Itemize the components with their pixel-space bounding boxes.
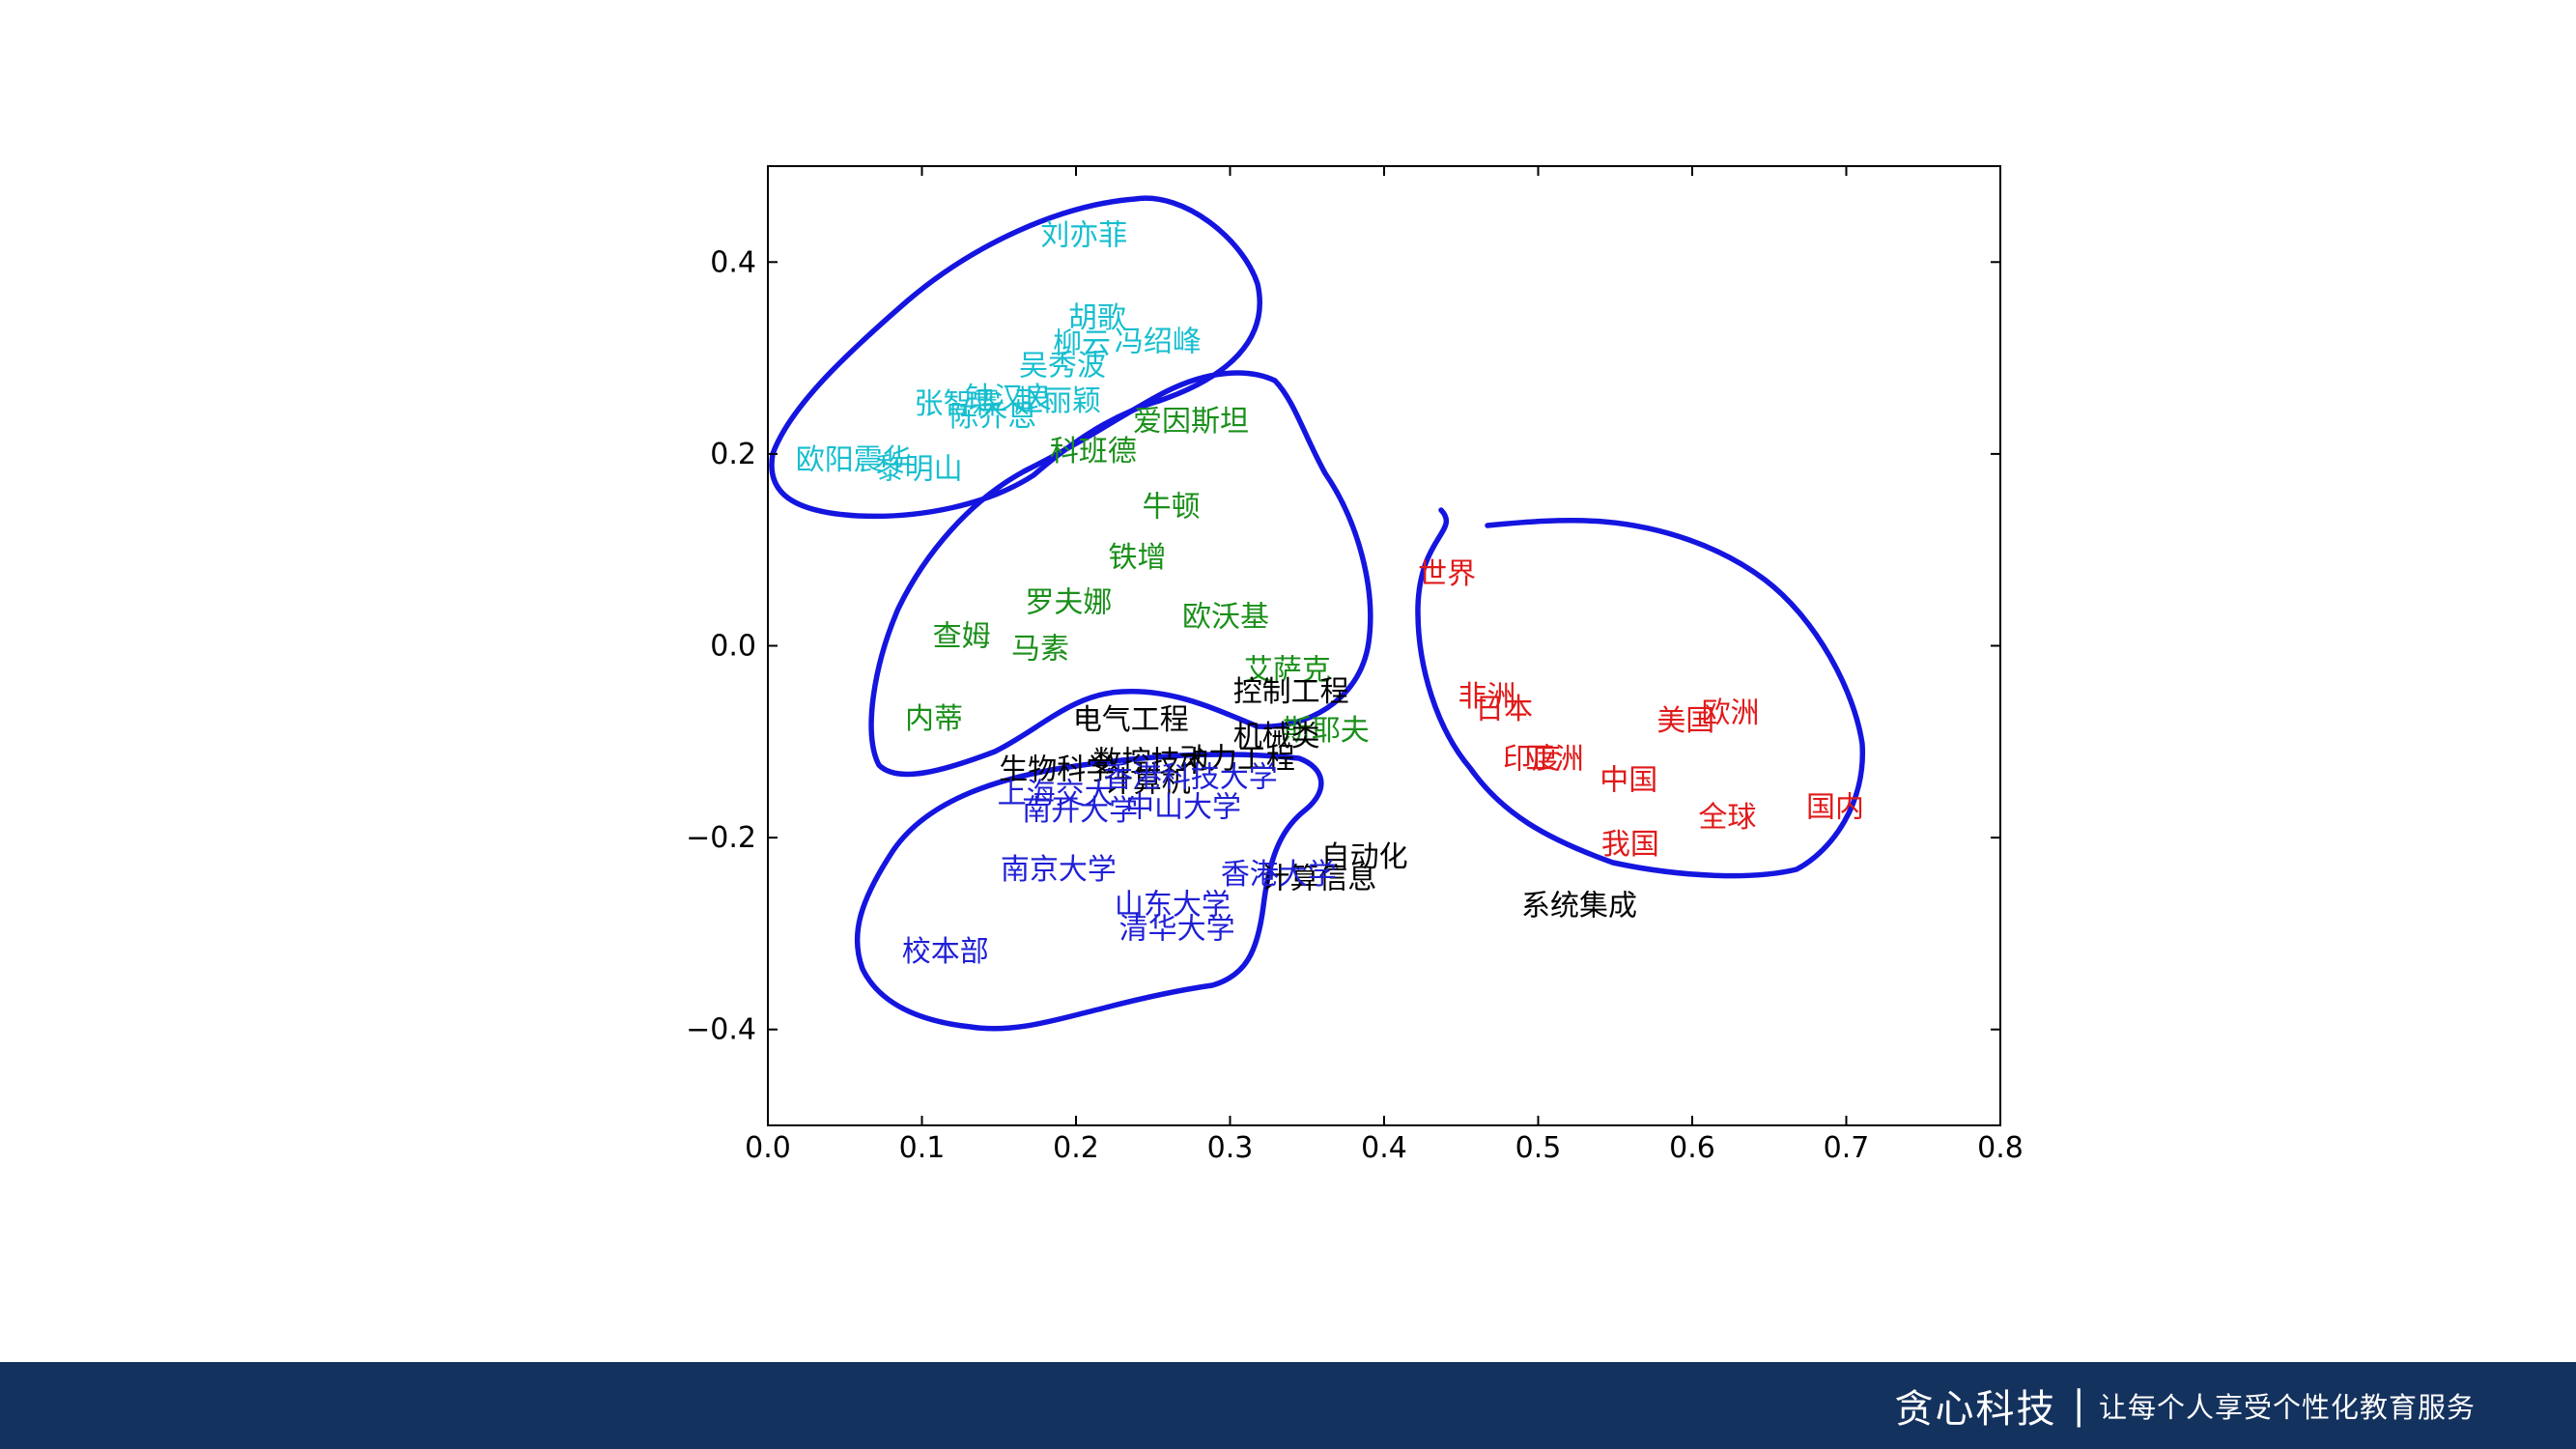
y-tick-label: 0.2: [710, 438, 756, 471]
footer-brand: 贪心科技 | 让每个人享受个性化教育服务: [1895, 1362, 2477, 1449]
cluster-outline-places: [1415, 507, 1866, 879]
word-label: 自动化: [1321, 840, 1408, 874]
word-label: 亚洲: [1526, 743, 1584, 777]
plot-axes: 0.0 0.1 0.2 0.3 0.4 0.5 0.6 0.7 0.8 −0.4−0.20.00…: [686, 165, 2024, 1165]
word-label: 欧洲: [1702, 696, 1760, 730]
cluster-outline-scientists: [868, 370, 1373, 778]
cluster-outlines: [769, 195, 1866, 1032]
x-tick-label: 0.7: [1824, 1131, 1870, 1165]
y-tick-label: 0.0: [710, 630, 756, 664]
word-label: 生物科学: [999, 753, 1115, 787]
word-label: 中国: [1599, 763, 1657, 797]
word-label: 南开大学: [1022, 794, 1138, 828]
word-label: 香港大学: [1221, 858, 1337, 892]
word-label: 山东大学: [1115, 889, 1231, 923]
word-label: 机械类: [1233, 720, 1320, 753]
word-label: 吴秀波: [1019, 349, 1106, 383]
brand-name: 贪心科技: [1894, 1387, 2057, 1432]
word-label: 爱因斯坦: [1133, 405, 1249, 439]
x-tick-label: 0.1: [899, 1131, 946, 1165]
word-label: 欧阳震华: [796, 443, 912, 477]
word-label: 赵丽颖: [1014, 384, 1101, 418]
word-label: 柳云: [1053, 327, 1111, 361]
word-label: 冯绍峰: [1115, 326, 1202, 359]
cluster-outline-universities: [854, 752, 1324, 1032]
brand-separator: |: [2072, 1383, 2085, 1428]
x-tick-label: 0.6: [1669, 1131, 1715, 1165]
x-tick-label: 0.3: [1207, 1131, 1254, 1165]
x-axis-ticks: 0.0 0.1 0.2 0.3 0.4 0.5 0.6 0.7 0.8: [745, 166, 2024, 1165]
y-tick-label: −0.4: [686, 1013, 756, 1047]
word-label: 牛顿: [1143, 490, 1201, 524]
word-label: 黎明山: [876, 453, 963, 487]
word-label: 南京大学: [1001, 853, 1117, 887]
word-label: 电气工程: [1073, 703, 1189, 737]
word-label: 香港科技大学: [1104, 760, 1278, 794]
word-label: 日本: [1475, 693, 1533, 726]
word-label: 查姆: [933, 620, 991, 654]
word-label: 斯耶夫: [1283, 714, 1370, 748]
word-label: 印度: [1503, 743, 1561, 777]
x-tick-label: 0.2: [1053, 1131, 1099, 1165]
word-label: 数控技术: [1093, 746, 1209, 780]
word-label: 欧沃基: [1182, 601, 1269, 635]
brand-slogan: 让每个人享受个性化教育服务: [2098, 1391, 2476, 1424]
word-label: 动力工程: [1179, 743, 1295, 777]
word-label: 科班德: [1050, 435, 1137, 469]
word-label: 张智霖: [915, 387, 1002, 421]
word-label: 铁增: [1108, 541, 1166, 575]
word-label: 内蒂: [905, 702, 963, 736]
word-label: 马素: [1011, 632, 1069, 666]
word-label: 上海交大: [998, 777, 1114, 810]
y-tick-label: −0.2: [686, 821, 756, 855]
word-label: 系统集成: [1521, 890, 1637, 923]
x-tick-label: 0.5: [1515, 1131, 1562, 1165]
word-label: 全球: [1698, 801, 1756, 835]
word-label: 我国: [1601, 828, 1659, 862]
x-tick-label: 0.8: [1977, 1131, 2024, 1165]
word-label: 艾萨克: [1244, 653, 1331, 687]
word-label: 计算信息: [1260, 863, 1376, 896]
y-axis-ticks: −0.4 −0.2 0.0 0.2 0.4: [686, 245, 2000, 1047]
word-label: 美国: [1656, 704, 1714, 738]
x-tick-label: 0.0: [745, 1131, 791, 1165]
word-label: 控制工程: [1233, 675, 1349, 709]
word-label: 校本部: [902, 935, 989, 969]
word-label: 钟汉良: [965, 382, 1052, 415]
x-tick-label: 0.4: [1361, 1131, 1407, 1165]
footer-bar: 贪心科技 | 让每个人享受个性化教育服务: [0, 1362, 2576, 1449]
word-label: 非洲: [1458, 680, 1516, 714]
word-label: 中山大学: [1125, 790, 1241, 824]
word-label: 清华大学: [1119, 912, 1235, 946]
cluster-outline-celebrities: [769, 195, 1262, 520]
word-label: 罗夫娜: [1025, 586, 1112, 620]
word-label: 陈乔恩: [949, 400, 1036, 434]
word-label: 国内: [1806, 790, 1864, 824]
y-tick-label: 0.4: [710, 245, 756, 279]
word-label: 世界: [1418, 557, 1476, 591]
word-label: 刘亦菲: [1040, 218, 1127, 252]
word-label: 胡歌: [1068, 301, 1126, 335]
word-label: 计算机: [1104, 765, 1191, 799]
